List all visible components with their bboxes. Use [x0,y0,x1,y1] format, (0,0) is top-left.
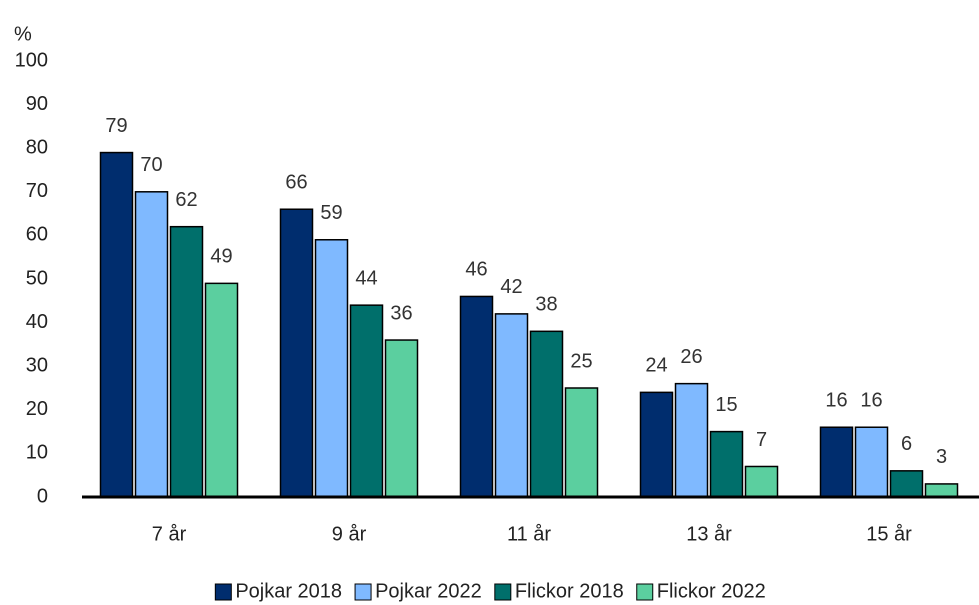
data-label: 46 [465,259,487,281]
data-label: 38 [535,294,557,316]
data-label: 25 [570,350,592,372]
y-tick-label: 60 [26,224,48,246]
data-label: 59 [320,202,342,224]
data-label: 36 [390,302,412,324]
y-tick-label: 90 [26,93,48,115]
bar [819,426,854,498]
data-label: 49 [210,246,232,268]
bar [854,426,889,498]
bar [639,391,674,498]
bar [459,295,494,498]
data-label: 16 [825,390,847,412]
bar [204,282,239,498]
data-label: 3 [936,446,947,468]
bar [924,483,959,498]
bar [674,382,709,498]
y-axis-label: % [14,23,32,45]
x-tick-label: 9 år [332,523,367,545]
x-tick-label: 11 år [507,523,551,545]
y-tick-label: 80 [26,136,48,158]
data-label: 66 [285,172,307,194]
data-label: 70 [140,154,162,176]
data-label: 79 [105,115,127,137]
y-tick-label: 40 [26,311,48,333]
y-tick-label: 30 [26,354,48,376]
data-label: 16 [860,390,882,412]
y-tick-label: 0 [37,485,48,507]
bar [314,239,349,498]
y-tick-label: 50 [26,267,48,289]
data-label: 6 [901,433,912,455]
data-label: 15 [715,394,737,416]
data-label: 24 [645,355,667,377]
data-label: 42 [500,276,522,298]
legend-swatch [354,583,372,601]
legend-label: Flickor 2022 [657,580,766,602]
x-tick-label: 13 år [686,523,732,545]
legend-swatch [494,583,512,601]
data-label: 7 [756,429,767,451]
bar [169,225,204,498]
bar [709,430,744,498]
bar [99,151,134,498]
legend-label: Flickor 2018 [515,580,624,602]
y-tick-label: 20 [26,398,48,420]
x-tick-label: 7 år [152,523,187,545]
data-label: 26 [680,346,702,368]
legend-label: Pojkar 2022 [375,580,482,602]
bar [134,191,169,498]
legend-swatch [636,583,654,601]
legend-swatch [214,583,232,601]
y-tick-label: 70 [26,180,48,202]
data-label: 62 [175,189,197,211]
bar [279,208,314,498]
bar [494,313,529,498]
y-tick-label: 100 [15,49,48,71]
bar [384,339,419,498]
bar [349,304,384,498]
bar [744,465,779,498]
x-tick-label: 15 år [866,523,912,545]
bar [529,330,564,498]
bar [564,387,599,498]
legend-label: Pojkar 2018 [235,580,342,602]
data-label: 44 [355,267,377,289]
bar [889,470,924,498]
y-tick-label: 10 [26,442,48,464]
